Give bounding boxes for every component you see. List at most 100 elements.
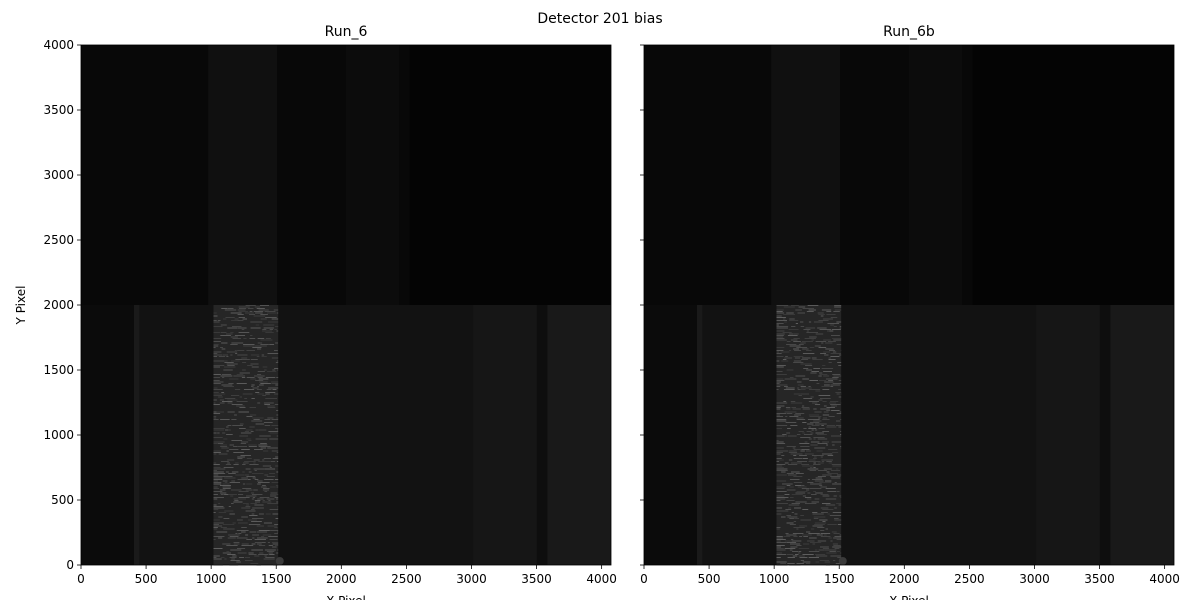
image-speckle bbox=[776, 324, 779, 326]
image-speckle bbox=[277, 531, 279, 533]
image-speckle bbox=[781, 455, 785, 456]
image-speckle bbox=[271, 419, 279, 420]
image-band bbox=[1110, 305, 1174, 565]
image-speckle bbox=[272, 513, 279, 515]
image-speckle bbox=[787, 428, 791, 429]
image-speckle bbox=[802, 495, 806, 497]
image-speckle bbox=[213, 524, 219, 525]
image-speckle bbox=[260, 344, 269, 345]
image-speckle bbox=[276, 461, 279, 462]
image-speckle bbox=[830, 356, 840, 357]
image-speckle bbox=[832, 483, 842, 485]
image-speckle bbox=[236, 561, 241, 563]
image-speckle bbox=[814, 480, 824, 482]
image-speckle bbox=[231, 480, 236, 482]
image-speckle bbox=[806, 498, 812, 500]
image-speckle bbox=[792, 533, 804, 534]
image-speckle bbox=[834, 482, 837, 483]
image-speckle bbox=[830, 470, 841, 471]
image-speckle bbox=[794, 513, 798, 515]
image-speckle bbox=[800, 450, 805, 452]
image-speckle bbox=[256, 348, 262, 350]
image-speckle bbox=[213, 491, 223, 492]
image-speckle bbox=[254, 375, 265, 377]
image-speckle bbox=[811, 494, 817, 495]
image-speckle bbox=[793, 455, 797, 456]
image-band bbox=[473, 305, 537, 565]
image-speckle bbox=[799, 321, 804, 323]
image-speckle bbox=[218, 537, 223, 539]
image-speckle bbox=[231, 503, 234, 504]
image-speckle bbox=[262, 459, 265, 461]
image-speckle bbox=[811, 425, 820, 426]
image-speckle bbox=[812, 525, 823, 527]
image-speckle bbox=[265, 513, 271, 515]
image-speckle bbox=[828, 380, 834, 381]
image-speckle bbox=[830, 324, 835, 326]
image-speckle bbox=[810, 483, 822, 485]
image-speckle bbox=[830, 386, 834, 387]
image-speckle bbox=[792, 408, 801, 410]
x-tick-label: 2000 bbox=[889, 572, 920, 586]
image-speckle bbox=[231, 326, 242, 327]
image-speckle bbox=[786, 312, 794, 314]
image-speckle bbox=[226, 551, 230, 552]
image-speckle bbox=[776, 459, 784, 461]
image-speckle bbox=[253, 315, 266, 317]
image-speckle bbox=[241, 449, 250, 450]
image-speckle bbox=[238, 498, 247, 500]
image-speckle bbox=[213, 479, 223, 480]
y-tick-label: 0 bbox=[66, 558, 74, 572]
image-speckle bbox=[815, 561, 819, 563]
image-speckle bbox=[249, 426, 255, 428]
x-tick-label: 3000 bbox=[456, 572, 487, 586]
image-speckle bbox=[213, 437, 223, 438]
image-speckle bbox=[812, 359, 823, 360]
image-speckle bbox=[816, 383, 820, 384]
image-speckle bbox=[227, 327, 238, 329]
image-speckle bbox=[227, 399, 238, 401]
image-speckle bbox=[218, 512, 227, 513]
image-speckle bbox=[776, 465, 783, 467]
image-speckle bbox=[232, 522, 236, 524]
image-speckle bbox=[798, 395, 802, 396]
image-speckle bbox=[220, 494, 224, 495]
image-speckle bbox=[241, 441, 249, 443]
image-speckle bbox=[808, 461, 821, 462]
image-speckle bbox=[802, 405, 805, 407]
image-speckle bbox=[798, 551, 802, 552]
image-speckle bbox=[213, 338, 222, 339]
image-speckle bbox=[252, 417, 264, 419]
image-speckle bbox=[812, 402, 818, 404]
image-speckle bbox=[255, 438, 268, 440]
image-speckle bbox=[218, 396, 223, 398]
image-speckle bbox=[790, 453, 803, 455]
x-axis-label: X Pixel bbox=[326, 594, 366, 600]
x-tick-label: 500 bbox=[698, 572, 721, 586]
image-speckle bbox=[795, 518, 799, 519]
image-speckle bbox=[790, 401, 796, 402]
image-speckle bbox=[784, 411, 797, 413]
image-speckle bbox=[784, 494, 790, 495]
image-speckle bbox=[256, 389, 262, 390]
image-speckle bbox=[826, 311, 832, 312]
image-speckle bbox=[276, 417, 279, 419]
image-speckle bbox=[811, 501, 820, 503]
image-speckle bbox=[786, 500, 795, 501]
image-speckle bbox=[826, 410, 831, 411]
image-speckle bbox=[220, 557, 225, 558]
image-speckle bbox=[256, 543, 262, 545]
image-speckle bbox=[227, 365, 235, 366]
image-speckle bbox=[263, 450, 269, 452]
image-speckle bbox=[803, 434, 813, 435]
image-speckle bbox=[213, 321, 220, 323]
image-speckle bbox=[213, 360, 225, 362]
image-speckle bbox=[221, 401, 233, 402]
image-speckle bbox=[815, 477, 823, 479]
image-speckle bbox=[213, 474, 219, 476]
image-speckle bbox=[224, 477, 236, 479]
image-band bbox=[644, 305, 697, 565]
image-speckle bbox=[776, 311, 783, 312]
image-speckle bbox=[242, 464, 246, 465]
image-speckle bbox=[245, 312, 254, 314]
